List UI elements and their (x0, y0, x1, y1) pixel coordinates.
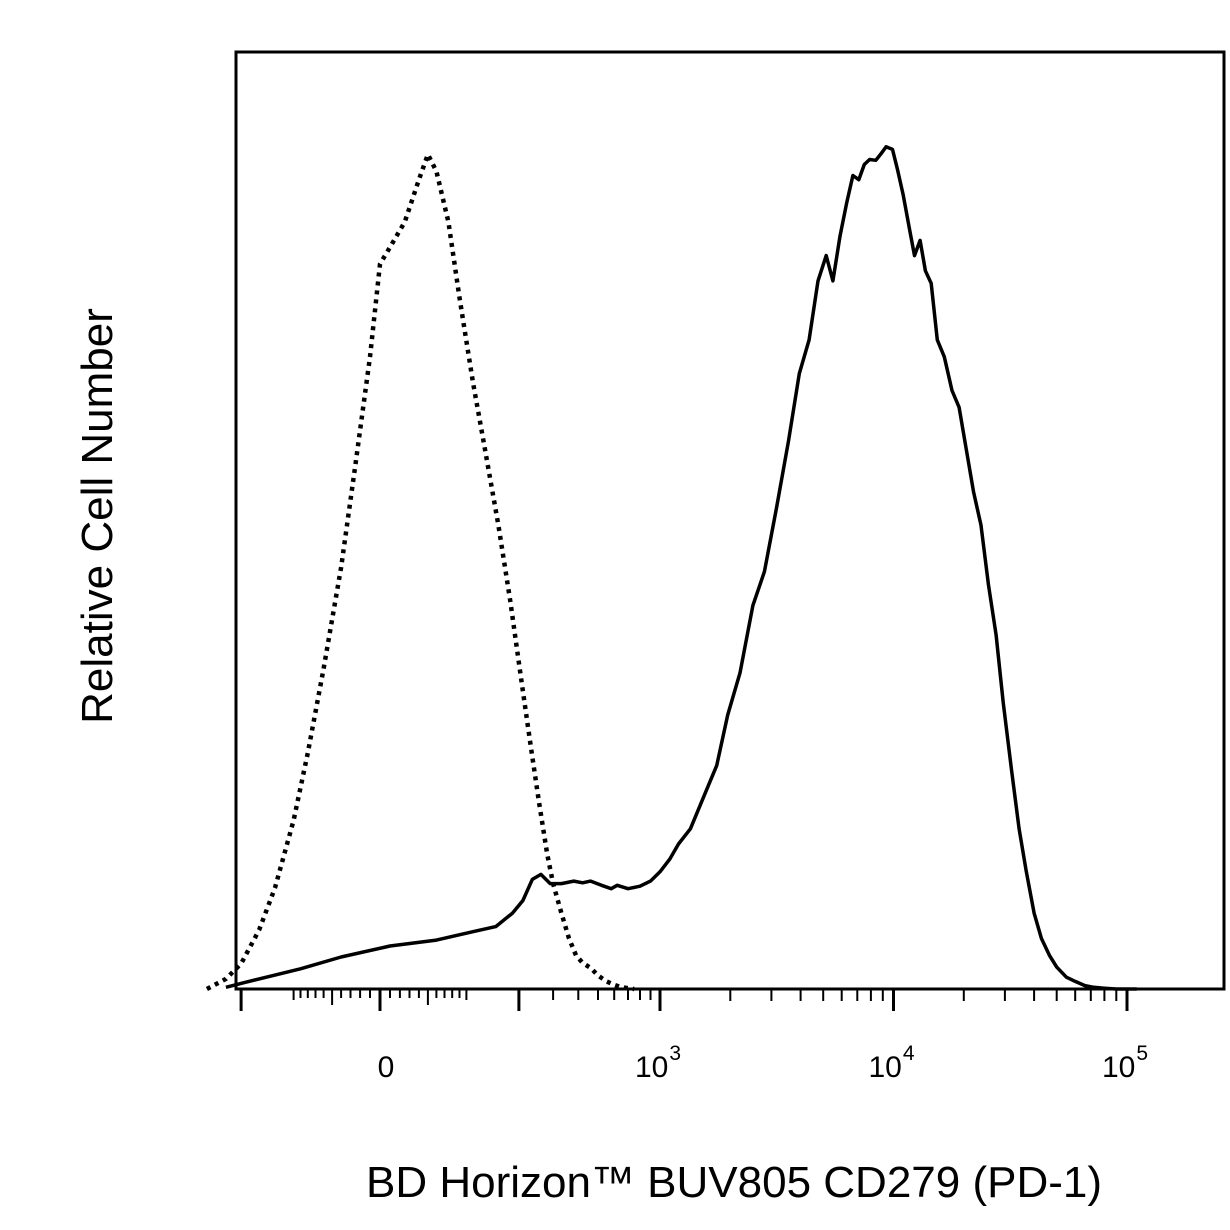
x-axis-ticks (239, 989, 1129, 1011)
x-axis-label: BD Horizon™ BUV805 CD279 (PD-1) (366, 1158, 1102, 1207)
plot-frame (234, 50, 1226, 991)
x-axis-tick-labels: 0 103 104 105 (378, 1042, 1148, 1084)
x-tick-label: 103 (635, 1042, 681, 1084)
x-tick-label: 104 (868, 1042, 914, 1084)
stained-histogram-line (225, 145, 1137, 991)
x-tick-label: 105 (1102, 1042, 1148, 1084)
x-tick-label: 0 (378, 1051, 395, 1084)
control-histogram-line (205, 152, 635, 992)
y-axis-label: Relative Cell Number (73, 308, 122, 724)
histogram-series (205, 145, 1137, 992)
